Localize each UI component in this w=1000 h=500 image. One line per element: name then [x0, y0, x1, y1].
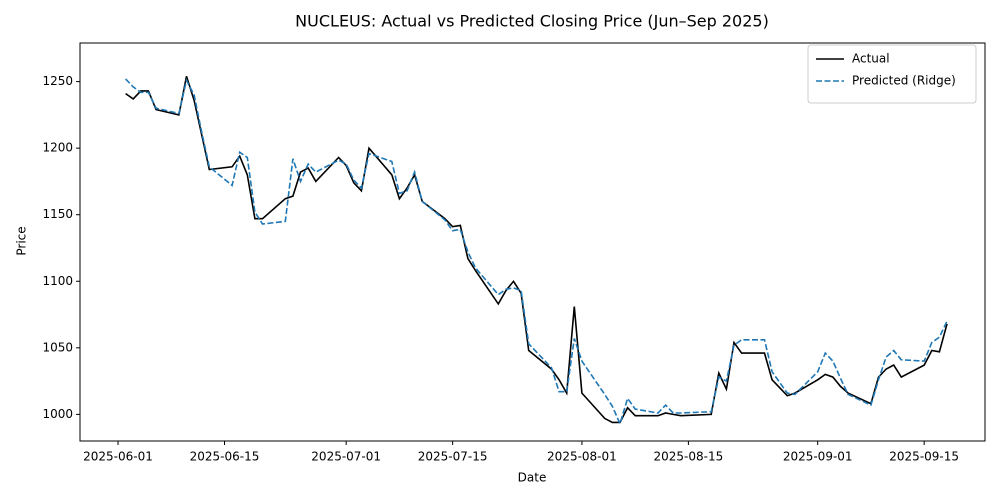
y-tick-label: 1050: [42, 340, 73, 354]
x-tick-label: 2025-08-15: [654, 450, 724, 464]
chart-title: NUCLEUS: Actual vs Predicted Closing Pri…: [295, 12, 769, 31]
x-tick-label: 2025-09-01: [783, 450, 853, 464]
y-tick-label: 1200: [42, 141, 73, 155]
x-tick-label: 2025-06-15: [190, 450, 260, 464]
x-tick-label: 2025-08-01: [547, 450, 617, 464]
plot-frame: [79, 42, 986, 442]
x-tick-label: 2025-07-15: [418, 450, 488, 464]
y-tick-label: 1000: [42, 407, 73, 421]
x-tick-label: 2025-06-01: [83, 450, 153, 464]
legend-box: [807, 44, 977, 104]
series-line: [125, 76, 948, 424]
legend-label: Predicted (Ridge): [852, 74, 956, 88]
x-tick-label: 2025-09-15: [889, 450, 959, 464]
legend-label: Actual: [852, 52, 890, 66]
y-tick-label: 1150: [42, 207, 73, 221]
x-axis-label: Date: [518, 471, 547, 485]
y-tick-label: 1100: [42, 274, 73, 288]
y-axis-label: Price: [15, 226, 29, 255]
series-line: [125, 78, 948, 427]
legend: Actual Predicted (Ridge): [807, 44, 977, 104]
y-tick-label: 1250: [42, 74, 73, 88]
x-tick-label: 2025-07-01: [311, 450, 381, 464]
